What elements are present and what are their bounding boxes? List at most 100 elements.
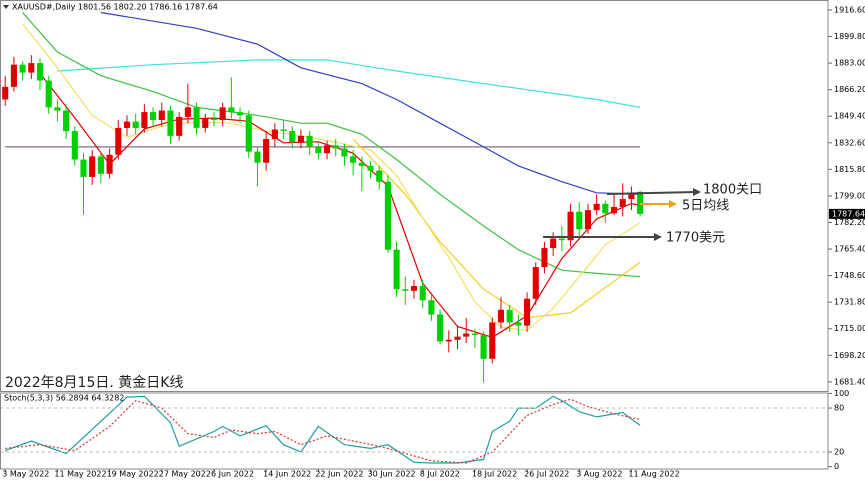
- candle-body: [332, 145, 339, 149]
- candle-body: [10, 64, 17, 87]
- candle-body: [358, 162, 365, 166]
- price-tag-label: 1787.64: [832, 209, 865, 218]
- chart-title: XAUUSD#,Daily 1801.56 1802.20 1786.16 17…: [12, 3, 218, 12]
- candle-body: [619, 199, 626, 207]
- arrow-head: [693, 188, 701, 196]
- candle-body: [306, 135, 313, 147]
- candle-body: [506, 309, 513, 323]
- candle-body: [176, 116, 183, 136]
- x-tick-label: 30 Jun 2022: [368, 470, 416, 479]
- candle-body: [280, 129, 287, 132]
- y-tick-label: 1916.60: [834, 5, 865, 14]
- candle-body: [584, 210, 591, 230]
- x-tick-label: 19 May 2022: [107, 470, 159, 479]
- y-tick-label: 1748.60: [834, 271, 865, 280]
- candle-body: [150, 112, 157, 121]
- y-tick-label: 80: [834, 404, 844, 413]
- candle-body: [63, 110, 70, 132]
- y-tick-label: 1782.20: [834, 218, 865, 227]
- candle-body: [550, 238, 557, 249]
- annotation: 5日均线: [682, 199, 729, 214]
- stoch-title: Stoch(5,3,3) 56.2894 64.3282: [4, 394, 124, 403]
- candle-body: [515, 322, 522, 326]
- candle-body: [297, 135, 304, 143]
- candle-body: [184, 107, 191, 117]
- candle-body: [80, 159, 87, 177]
- candle-body: [71, 131, 78, 160]
- stoch-frame: [0, 392, 829, 470]
- x-tick-label: 8 Jul 2022: [420, 470, 460, 479]
- x-tick-label: 26 Jul 2022: [524, 470, 569, 479]
- candle-body: [602, 203, 609, 214]
- y-tick-label: 1681.40: [834, 377, 865, 386]
- candle-body: [45, 80, 52, 108]
- y-tick-label: 1883.00: [834, 59, 865, 68]
- candle-body: [106, 154, 113, 174]
- y-tick-label: 1715.00: [834, 324, 865, 333]
- candle-body: [158, 110, 165, 121]
- annotation: 1800关口: [703, 183, 762, 198]
- candle-body: [36, 63, 44, 81]
- candle-body: [428, 300, 435, 315]
- candle-body: [567, 211, 574, 241]
- candle-body: [628, 194, 635, 200]
- candle-body: [376, 170, 383, 182]
- candle-body: [419, 286, 426, 301]
- candle-body: [437, 314, 444, 342]
- candle-body: [532, 267, 539, 299]
- candle-body: [341, 148, 348, 157]
- arrow: [606, 191, 696, 195]
- x-tick-label: 3 May 2022: [2, 470, 49, 479]
- y-tick-label: 1799.00: [834, 191, 865, 200]
- candle-body: [471, 333, 478, 336]
- candle-body: [558, 238, 565, 241]
- candle-body: [445, 339, 452, 342]
- candle-body: [254, 151, 261, 163]
- candle-body: [54, 107, 61, 111]
- candle-body: [193, 107, 200, 128]
- series-line: [39, 73, 641, 338]
- y-tick-label: 1698.20: [834, 351, 865, 360]
- series-line: [22, 23, 641, 331]
- candle-body: [271, 129, 278, 139]
- y-tick-label: 1765.40: [834, 245, 865, 254]
- candle-body: [480, 335, 487, 359]
- menu-icon: [3, 5, 9, 9]
- candle-body: [132, 121, 139, 128]
- candle-body: [384, 181, 391, 250]
- plot: 1916.60 1899.80 1883.00 1866.20 1849.40 1832.…: [0, 5, 865, 479]
- candle-body: [263, 138, 270, 163]
- candle-body: [219, 107, 226, 121]
- candle-body: [593, 203, 600, 211]
- x-tick-label: 14 Jun 2022: [263, 470, 311, 479]
- candle-body: [245, 115, 252, 152]
- candle-body: [323, 145, 331, 154]
- y-tick-label: 0: [834, 462, 839, 471]
- x-tick-label: 6 Jun 2022: [211, 470, 254, 479]
- main-frame: [0, 0, 829, 392]
- candle-body: [489, 322, 496, 359]
- series-line: [352, 138, 641, 319]
- x-tick-label: 11 May 2022: [54, 470, 106, 479]
- x-tick-label: 27 May 2022: [159, 470, 211, 479]
- series-line: [22, 12, 641, 278]
- y-tick-label: 1899.80: [834, 32, 865, 41]
- candle-body: [210, 118, 218, 121]
- candle-body: [463, 333, 470, 337]
- series-line: [5, 398, 641, 464]
- candle-body: [228, 107, 235, 113]
- candle-body: [289, 131, 296, 143]
- candle-body: [115, 127, 122, 155]
- y-tick-label: 1731.80: [834, 298, 865, 307]
- candle-body: [350, 156, 357, 163]
- candle-body: [576, 211, 583, 230]
- candle-body: [367, 165, 374, 171]
- y-tick-label: 1815.80: [834, 165, 865, 174]
- candle-body: [402, 289, 409, 291]
- candle-body: [89, 156, 96, 177]
- candle-body: [524, 298, 531, 326]
- x-tick-label: 22 Jun 2022: [315, 470, 363, 479]
- series-line: [57, 59, 641, 108]
- series-line: [4, 395, 641, 464]
